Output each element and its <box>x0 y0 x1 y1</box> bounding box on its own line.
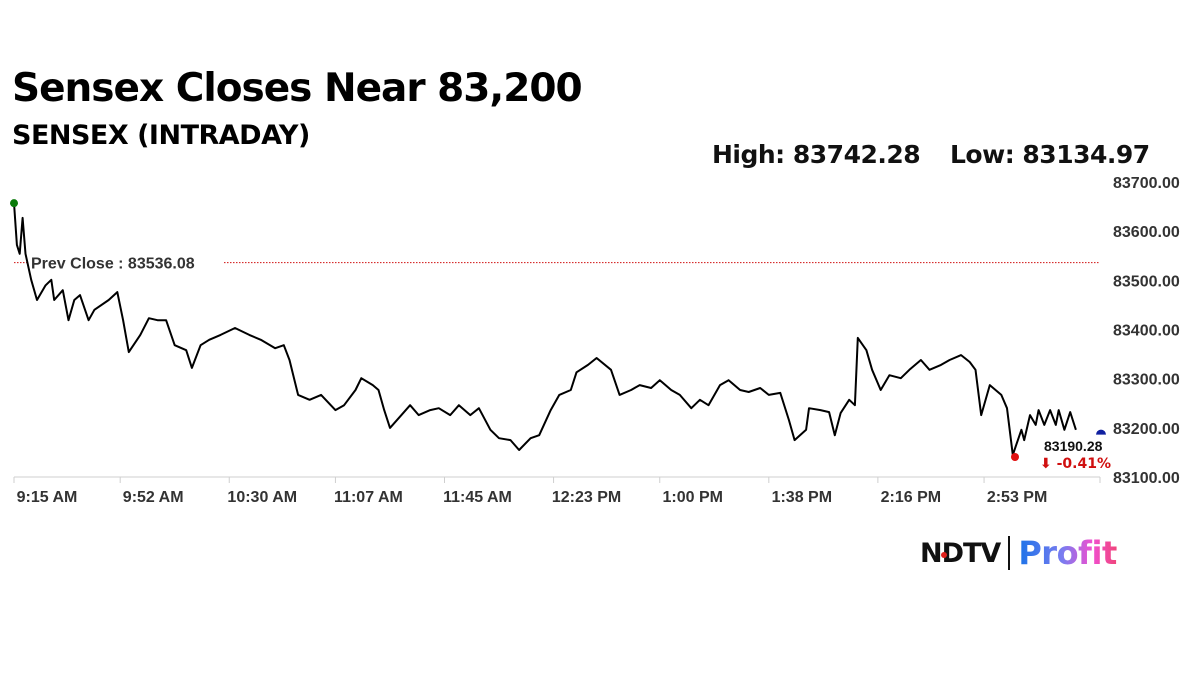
low-label: Low: 83134.97 <box>950 140 1150 169</box>
prev-close-label: Prev Close : 83536.08 <box>31 256 195 273</box>
y-tick-label: 83100.00 <box>1113 470 1180 487</box>
last-value-label: 83190.28 <box>1044 438 1103 454</box>
logo-red-dot <box>941 551 947 558</box>
x-tick-label: 2:16 PM <box>881 489 941 506</box>
y-tick-label: 83700.00 <box>1113 175 1180 192</box>
x-tick-label: 11:45 AM <box>443 489 512 506</box>
y-tick-label: 83500.00 <box>1113 273 1180 290</box>
x-tick-label: 2:53 PM <box>987 489 1047 506</box>
logo-ndtv: NDTV <box>920 537 1001 569</box>
open-price-dot <box>10 199 18 208</box>
chart-subtitle: SENSEX (INTRADAY) <box>12 120 310 151</box>
high-label: High: 83742.28 <box>712 140 921 169</box>
x-tick-label: 1:00 PM <box>663 489 723 506</box>
x-tick-label: 12:23 PM <box>552 489 621 506</box>
change-label: ⬇ -0.41% <box>1040 456 1111 472</box>
x-tick-label: 11:07 AM <box>334 489 403 506</box>
logo-ndtv-text: NDTV <box>920 537 1001 569</box>
last-dot-mask <box>1094 434 1108 441</box>
y-tick-label: 83300.00 <box>1113 372 1180 389</box>
chart-title: Sensex Closes Near 83,200 <box>12 66 583 111</box>
y-tick-label: 83400.00 <box>1113 323 1180 340</box>
x-tick-label: 9:52 AM <box>123 489 184 506</box>
x-tick-label: 1:38 PM <box>772 489 832 506</box>
logo-separator <box>1008 536 1011 570</box>
x-tick-label: 9:15 AM <box>17 489 78 506</box>
prev-close-label-bg <box>28 252 224 273</box>
y-tick-label: 83200.00 <box>1113 421 1180 438</box>
logo-profit: Profit <box>1018 534 1117 572</box>
price-line <box>13 203 1077 456</box>
y-tick-label: 83600.00 <box>1113 224 1180 241</box>
x-tick-label: 10:30 AM <box>227 489 297 506</box>
low-price-dot <box>1011 453 1019 461</box>
ndtv-profit-logo: NDTV Profit <box>920 533 1117 573</box>
